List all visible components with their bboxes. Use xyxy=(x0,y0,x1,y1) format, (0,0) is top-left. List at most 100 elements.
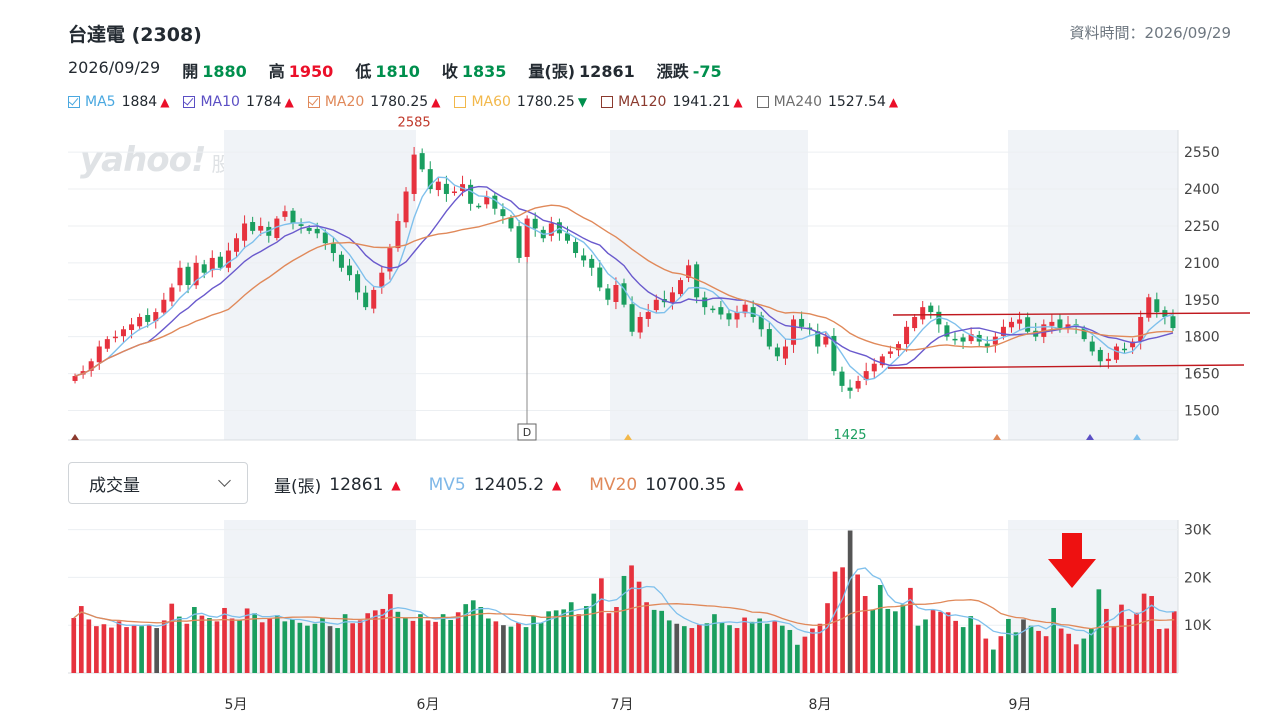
ma-legend-ma10[interactable]: MA10 1784 ▲ xyxy=(183,94,294,110)
volume-bar xyxy=(772,621,778,673)
candle-body xyxy=(621,283,627,305)
candle-body xyxy=(653,299,659,311)
checkbox-icon[interactable] xyxy=(307,96,320,108)
event-marker-icon xyxy=(1133,434,1141,440)
volume-bar xyxy=(599,578,604,673)
candle-body xyxy=(944,325,950,337)
checkbox-icon[interactable] xyxy=(601,96,614,108)
volume-bar xyxy=(297,622,303,673)
candle-body xyxy=(1049,321,1055,326)
volume-bar xyxy=(757,618,763,673)
volume-bar xyxy=(953,620,958,673)
volume-bar xyxy=(485,618,491,673)
ma-legend-ma60[interactable]: MA60 1780.25 ▼ xyxy=(454,94,587,110)
volume-bar xyxy=(825,603,830,673)
high-label: 高 xyxy=(268,62,285,81)
checkbox-icon[interactable] xyxy=(756,96,769,108)
candle-body xyxy=(1089,341,1095,352)
candle-body xyxy=(1130,341,1136,348)
ohlc-date: 2026/09/29 xyxy=(68,58,161,77)
ma-value: 1784 xyxy=(245,94,282,110)
candle-body xyxy=(589,258,595,268)
volume-bar xyxy=(802,636,808,673)
watermark-logo: yahoo! xyxy=(80,140,207,180)
volume-bar xyxy=(810,628,815,673)
candle-body xyxy=(758,315,764,330)
volume-bar xyxy=(975,624,981,673)
candle-body xyxy=(815,331,821,347)
candle-body xyxy=(137,316,143,327)
candle-body xyxy=(928,305,934,313)
candle-body xyxy=(1025,317,1031,332)
y-tick-label: 10K xyxy=(1184,618,1212,634)
event-marker-icon xyxy=(71,434,79,440)
volume-bar xyxy=(94,626,99,673)
candle-body xyxy=(330,243,336,254)
volume-bar xyxy=(840,567,845,673)
x-tick-label: 8月 xyxy=(809,697,832,713)
volume-bar xyxy=(463,604,469,673)
volume-bar xyxy=(455,612,461,673)
checkbox-icon[interactable] xyxy=(68,96,80,108)
volume-bar xyxy=(388,594,393,673)
candle-body xyxy=(637,316,643,333)
volume-bar xyxy=(923,619,928,673)
candle-body xyxy=(573,241,579,254)
volume-bar xyxy=(357,620,363,673)
candle-body xyxy=(613,285,619,302)
volume-bar xyxy=(787,629,793,673)
ma-legend-ma240[interactable]: MA240 1527.54 ▲ xyxy=(756,94,898,110)
candle-body xyxy=(177,267,183,286)
volume-bar xyxy=(1164,628,1170,673)
volume-bar xyxy=(915,625,921,673)
ma-legend-ma5[interactable]: MA5 1884 ▲ xyxy=(68,94,169,110)
checkbox-icon[interactable] xyxy=(454,96,467,108)
mv20-label: MV20 xyxy=(589,474,638,495)
candle-body xyxy=(290,210,296,224)
candle-body xyxy=(468,184,474,204)
volume-bar xyxy=(674,623,680,673)
ma-legend-ma20[interactable]: MA20 1780.25 ▲ xyxy=(307,94,441,110)
x-tick-label: 7月 xyxy=(611,697,634,713)
candle-body xyxy=(112,336,118,339)
candle-body xyxy=(185,266,191,285)
volume-bar xyxy=(410,620,416,673)
ma-legend-ma120[interactable]: MA120 1941.21 ▲ xyxy=(601,94,743,110)
volume-bar xyxy=(659,610,665,673)
ma20-line xyxy=(74,204,1174,377)
volume-bar xyxy=(538,622,544,673)
open-value: 1880 xyxy=(202,62,247,81)
volume-bar xyxy=(244,608,250,673)
candle-body xyxy=(217,256,223,268)
volume-bar xyxy=(576,614,582,673)
candle-body xyxy=(338,254,344,268)
candle-body xyxy=(1097,349,1103,362)
x-tick-label: 6月 xyxy=(417,697,440,713)
volume-bar xyxy=(900,604,906,673)
ma5-line xyxy=(74,176,1174,381)
volume-bar xyxy=(395,611,401,673)
candle-body xyxy=(387,248,393,272)
change-label: 漲跌 xyxy=(656,62,689,81)
volume-bar xyxy=(312,623,318,673)
ma-name: MA5 xyxy=(85,94,116,110)
candle-body xyxy=(524,218,530,257)
event-marker-icon xyxy=(993,434,1001,440)
candle-body xyxy=(492,195,498,209)
volume-bar xyxy=(86,619,92,673)
min-price-label: 1425 xyxy=(833,428,866,443)
volume-bar xyxy=(184,623,190,673)
volume-indicator-select[interactable]: 成交量 xyxy=(68,462,248,504)
candle-body xyxy=(451,191,457,194)
candle-body xyxy=(791,319,797,345)
arrow-shaft xyxy=(1062,533,1082,559)
volume-bar xyxy=(1021,619,1026,673)
candle-body xyxy=(581,255,587,261)
candle-body xyxy=(887,351,893,354)
triangle-up-icon: ▲ xyxy=(391,477,401,492)
checkbox-icon[interactable] xyxy=(183,96,196,108)
triangle-up-icon: ▲ xyxy=(431,95,441,109)
candle-body xyxy=(72,376,78,381)
candle-body xyxy=(1065,324,1071,329)
